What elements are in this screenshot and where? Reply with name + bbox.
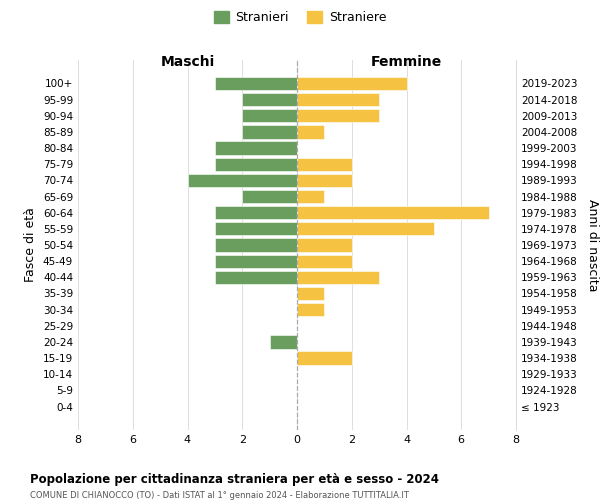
Bar xyxy=(297,254,352,268)
Bar xyxy=(187,174,297,187)
Bar xyxy=(215,238,297,252)
Bar xyxy=(297,352,352,364)
Text: COMUNE DI CHIANOCCO (TO) - Dati ISTAT al 1° gennaio 2024 - Elaborazione TUTTITAL: COMUNE DI CHIANOCCO (TO) - Dati ISTAT al… xyxy=(30,491,409,500)
Bar xyxy=(215,270,297,284)
Text: Popolazione per cittadinanza straniera per età e sesso - 2024: Popolazione per cittadinanza straniera p… xyxy=(30,472,439,486)
Bar xyxy=(242,126,297,138)
Bar xyxy=(297,303,325,316)
Bar xyxy=(297,222,434,235)
Bar xyxy=(242,190,297,203)
Text: Maschi: Maschi xyxy=(160,55,215,69)
Y-axis label: Anni di nascita: Anni di nascita xyxy=(586,198,599,291)
Bar xyxy=(215,142,297,154)
Bar xyxy=(297,158,352,171)
Bar xyxy=(297,206,488,220)
Text: Femmine: Femmine xyxy=(371,55,442,69)
Bar xyxy=(242,109,297,122)
Bar xyxy=(242,93,297,106)
Bar xyxy=(215,206,297,220)
Y-axis label: Fasce di età: Fasce di età xyxy=(25,208,37,282)
Bar xyxy=(297,174,352,187)
Bar xyxy=(297,270,379,284)
Bar xyxy=(297,109,379,122)
Bar xyxy=(215,77,297,90)
Legend: Stranieri, Straniere: Stranieri, Straniere xyxy=(209,6,391,29)
Bar xyxy=(297,93,379,106)
Bar xyxy=(297,190,325,203)
Bar xyxy=(297,287,325,300)
Bar xyxy=(297,126,325,138)
Bar xyxy=(215,254,297,268)
Bar xyxy=(215,222,297,235)
Bar xyxy=(297,77,407,90)
Bar xyxy=(297,238,352,252)
Bar xyxy=(215,158,297,171)
Bar xyxy=(269,336,297,348)
